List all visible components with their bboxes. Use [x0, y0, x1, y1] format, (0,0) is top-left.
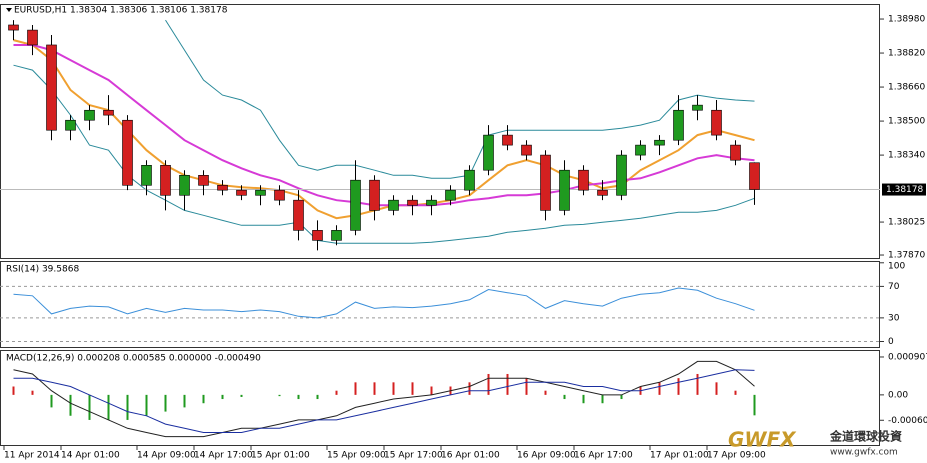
x-tick-label: 11 Apr 2014 — [4, 451, 60, 461]
candle-body — [236, 189, 247, 196]
candle-body — [407, 199, 418, 206]
indicator-line — [13, 64, 755, 244]
candle-body — [692, 104, 703, 111]
candle-body — [293, 199, 304, 231]
candle-body — [65, 119, 76, 131]
y-tick-label: -0.000608 — [888, 416, 927, 426]
rsi-panel — [0, 261, 880, 348]
x-tick-label: 15 Apr 17:00 — [384, 451, 443, 461]
candle-body — [559, 169, 570, 211]
current-price-label: 1.38178 — [886, 185, 923, 195]
y-tick-label: 1.38025 — [888, 218, 925, 228]
indicator-line — [13, 360, 755, 438]
candle-body — [483, 134, 494, 171]
candle-body — [27, 29, 38, 46]
candle-body — [160, 165, 171, 196]
y-tick-label: 1.38980 — [888, 15, 925, 25]
x-tick-label: 16 Apr 09:00 — [517, 451, 576, 461]
watermark-brand: GWFX — [728, 428, 797, 452]
x-tick-label: 15 Apr 01:00 — [251, 451, 310, 461]
watermark: GWFX 金道環球投資 www.gwfx.com — [728, 428, 902, 458]
candle-body — [616, 154, 627, 196]
candle-body — [198, 174, 209, 186]
candle-body — [426, 199, 437, 206]
candle-body — [730, 144, 741, 161]
price-title: EURUSD,H1 1.38304 1.38306 1.38106 1.3817… — [14, 6, 228, 16]
candle-body — [464, 169, 475, 191]
candle-body — [103, 109, 114, 116]
candle-body — [388, 199, 399, 211]
candle-body — [654, 139, 665, 146]
y-tick-label: 1.38820 — [888, 49, 925, 59]
candle-body — [635, 144, 646, 156]
candle-body — [521, 144, 532, 156]
rsi-title: RSI(14) 39.5868 — [6, 265, 79, 275]
candle-body — [445, 189, 456, 201]
y-tick-label: 100 — [888, 262, 905, 272]
candle-body — [122, 119, 133, 186]
candle-body — [46, 44, 57, 131]
y-tick-label: 0 — [888, 337, 894, 347]
candle-body — [749, 162, 760, 190]
candle-body — [84, 109, 95, 121]
candle-body — [597, 189, 608, 196]
y-tick-label: 1.38340 — [888, 151, 925, 161]
indicator-line — [13, 39, 755, 220]
indicator-line — [165, 19, 755, 179]
x-tick-label: 16 Apr 01:00 — [441, 451, 500, 461]
price-panel — [0, 4, 880, 259]
candle-body — [578, 169, 589, 191]
candle-body — [711, 109, 722, 136]
indicator-line — [13, 44, 755, 207]
x-tick-label: 17 Apr 09:00 — [707, 451, 766, 461]
symbol-marker — [6, 8, 12, 12]
x-tick-label: 14 Apr 17:00 — [194, 451, 253, 461]
candle-body — [255, 189, 266, 196]
macd-title: MACD(12,26,9) 0.000208 0.000585 0.000000… — [6, 354, 261, 364]
watermark-url: www.gwfx.com — [830, 448, 898, 458]
x-tick-label: 14 Apr 01:00 — [61, 451, 120, 461]
y-tick-label: 0.00 — [888, 390, 908, 400]
y-tick-label: 1.38500 — [888, 117, 925, 127]
x-tick-label: 16 Apr 17:00 — [574, 451, 633, 461]
candle-body — [179, 174, 190, 196]
candle-body — [502, 134, 513, 146]
indicator-line — [13, 287, 755, 319]
candle-body — [369, 179, 380, 211]
indicator-line — [13, 369, 755, 433]
current-price-box — [882, 183, 926, 196]
y-tick-label: 70 — [888, 282, 900, 292]
candle-body — [312, 230, 323, 241]
candle-body — [8, 24, 19, 31]
y-tick-label: 1.38660 — [888, 83, 925, 93]
candle-body — [331, 230, 342, 241]
y-tick-label: 30 — [888, 313, 900, 323]
y-tick-label: 0.000907 — [888, 352, 927, 362]
macd-panel — [0, 350, 880, 446]
candle-body — [673, 109, 684, 141]
x-tick-label: 15 Apr 09:00 — [327, 451, 386, 461]
watermark-name: 金道環球投資 — [829, 429, 902, 444]
candle-body — [540, 154, 551, 211]
candle-body — [274, 189, 285, 201]
candle-body — [217, 184, 228, 191]
candle-body — [141, 165, 152, 186]
x-tick-label: 14 Apr 09:00 — [137, 451, 196, 461]
x-tick-label: 17 Apr 01:00 — [650, 451, 709, 461]
candle-body — [350, 179, 361, 231]
y-tick-label: 1.37870 — [888, 251, 925, 261]
